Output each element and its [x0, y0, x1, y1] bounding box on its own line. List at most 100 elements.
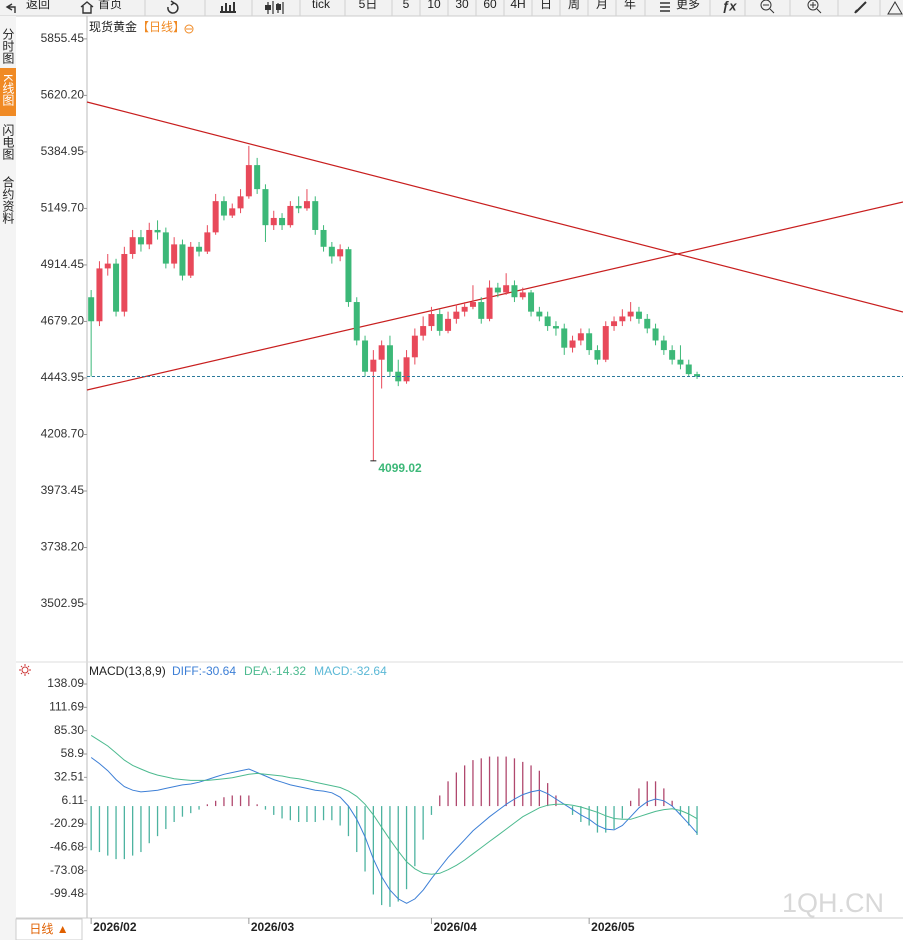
y-tick-label: 85.30: [54, 723, 84, 737]
legend-value: -14.32: [272, 664, 306, 678]
legend-name: DIFF:: [172, 664, 202, 678]
candle-body: [204, 232, 211, 252]
home-icon[interactable]: [80, 1, 94, 14]
zoom-out-icon-mark[interactable]: [763, 4, 775, 14]
more-icon[interactable]: [660, 2, 670, 12]
zoom-out-icon[interactable]: [760, 0, 772, 11]
candle-body: [486, 287, 493, 319]
candle-body: [602, 326, 609, 360]
candle-body: [511, 285, 518, 298]
settings-icon-rays[interactable]: [19, 664, 31, 676]
candle-body: [478, 302, 485, 319]
chart-title: 现货黄金: [89, 19, 137, 34]
candle-body: [220, 201, 227, 216]
candle-body: [328, 246, 335, 257]
indicator-legend: DIFF:-30.64 DEA:-14.32 MACD:-32.64: [172, 664, 387, 678]
toolbar-item[interactable]: 日: [540, 0, 552, 11]
candle-body: [428, 314, 435, 327]
candle-body: [594, 350, 601, 360]
y-tick-label: 5620.20: [41, 88, 85, 102]
candle-body: [287, 205, 294, 226]
toolbar-item[interactable]: 年: [624, 0, 636, 11]
draw-icon[interactable]: [854, 1, 867, 14]
y-tick-label: 5384.95: [41, 144, 85, 158]
candle-body: [652, 328, 659, 341]
candle-body: [312, 201, 319, 230]
side-tab[interactable]: 分时图: [1, 28, 15, 64]
y-tick-label: -73.08: [50, 863, 84, 877]
fx-icon[interactable]: ƒx: [722, 0, 737, 13]
candle-body: [121, 253, 128, 312]
toolbar-item[interactable]: 60: [483, 0, 497, 11]
candle-body: [362, 340, 369, 372]
side-tab[interactable]: 闪电图: [1, 124, 15, 160]
toolbar-item[interactable]: 5日: [359, 0, 378, 11]
candle-body: [445, 318, 452, 331]
candle-body: [561, 328, 568, 348]
bar-icon[interactable]: [220, 2, 236, 13]
candle-body: [179, 244, 186, 276]
candle-body: [104, 263, 111, 269]
zoom-in-icon-mark[interactable]: [810, 2, 822, 14]
candle-body: [569, 340, 576, 348]
period-button[interactable]: [15, 918, 83, 940]
toolbar-item[interactable]: 10: [427, 0, 441, 11]
side-tab[interactable]: K线图: [1, 74, 15, 106]
trend-line: [86, 101, 903, 313]
candle-body: [469, 302, 476, 307]
candle-body: [270, 217, 277, 226]
back-icon[interactable]: [5, 3, 16, 13]
collapse-icon[interactable]: [184, 24, 194, 34]
y-tick-label: 3738.20: [41, 540, 85, 554]
refresh-icon[interactable]: [167, 0, 179, 14]
candle-body: [378, 345, 385, 360]
candle-body: [528, 292, 535, 312]
toolbar-item[interactable]: tick: [312, 0, 331, 11]
candle-body: [494, 287, 501, 293]
y-tick-label: 3973.45: [41, 483, 85, 497]
toolbar-item[interactable]: 周: [568, 0, 580, 11]
candle-body: [660, 340, 667, 351]
zoom-in-icon[interactable]: [807, 0, 819, 11]
y-tick-label: -99.48: [50, 886, 84, 900]
settings-icon[interactable]: [21, 666, 29, 674]
candle-icon-body[interactable]: [265, 4, 281, 10]
macd-line: [90, 757, 698, 904]
candle-body: [137, 237, 144, 245]
candle-body: [627, 311, 634, 317]
candle-body: [113, 263, 120, 312]
toolbar-item[interactable]: 月: [596, 0, 608, 11]
toolbar-item[interactable]: 4H: [510, 0, 525, 11]
macd-line: [90, 734, 698, 875]
candle-body: [544, 316, 551, 327]
candle-body: [337, 249, 344, 257]
toolbar-item[interactable]: 5: [403, 0, 410, 11]
y-tick-label: 3502.95: [41, 596, 85, 610]
chart-subtitle: 【日线】: [137, 20, 185, 34]
candle-body: [461, 306, 468, 312]
x-tick-label: 2026/03: [251, 920, 295, 934]
y-tick-label: -20.29: [50, 816, 84, 830]
candle-body: [669, 350, 676, 360]
y-tick-label: -46.68: [50, 840, 84, 854]
candle-body: [96, 268, 103, 322]
y-tick-label: 4443.95: [41, 370, 85, 384]
shape-icon[interactable]: [887, 1, 903, 15]
candle-body: [345, 249, 352, 303]
candle-body: [577, 333, 584, 341]
candle-body: [619, 316, 626, 322]
y-tick-label: 5149.70: [41, 201, 85, 215]
candle-body: [644, 318, 651, 329]
indicator-title: MACD(13,8,9): [89, 664, 166, 678]
toolbar-item[interactable]: 更多: [676, 0, 700, 11]
y-tick-label: 138.09: [47, 676, 84, 690]
period-button-label[interactable]: 日线 ▲: [29, 922, 68, 936]
toolbar-item[interactable]: 返回: [26, 0, 50, 11]
toolbar-item[interactable]: 30: [455, 0, 469, 11]
side-tab[interactable]: 合约资料: [1, 175, 15, 224]
candle-body: [237, 196, 244, 209]
toolbar-item[interactable]: 首页: [98, 0, 122, 11]
candle-body: [129, 237, 136, 254]
candle-body: [162, 232, 169, 264]
